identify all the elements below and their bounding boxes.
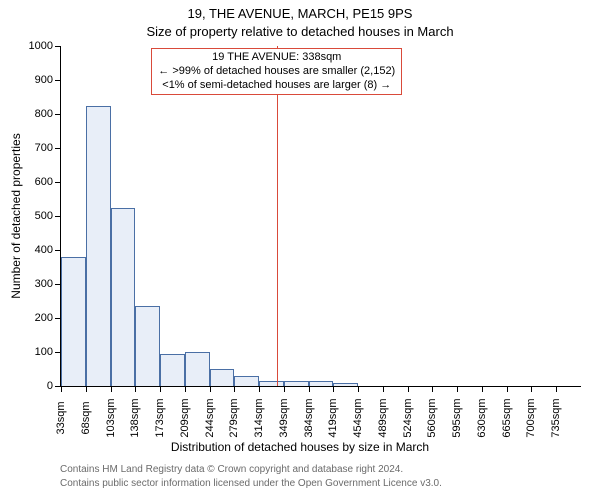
x-tick <box>358 386 359 392</box>
x-tick-label: 244sqm <box>204 398 216 437</box>
x-tick <box>333 386 334 392</box>
x-tick-label: 314sqm <box>253 398 265 437</box>
x-tick-label: 384sqm <box>303 398 315 437</box>
x-tick-label: 419sqm <box>327 398 339 437</box>
y-tick-label: 700 <box>35 142 53 154</box>
y-tick-label: 600 <box>35 176 53 188</box>
x-tick-label: 173sqm <box>154 398 166 437</box>
x-tick-label: 279sqm <box>228 398 240 437</box>
chart-container: { "title_line1": "19, THE AVENUE, MARCH,… <box>0 0 600 500</box>
footer-line-2: Contains public sector information licen… <box>60 478 442 489</box>
histogram-bar <box>259 381 284 386</box>
y-tick <box>55 148 61 149</box>
y-tick <box>55 250 61 251</box>
histogram-bar <box>185 352 210 386</box>
x-tick <box>482 386 483 392</box>
y-tick <box>55 182 61 183</box>
y-tick-label: 0 <box>47 380 53 392</box>
x-tick-label: 33sqm <box>55 401 67 434</box>
y-tick-label: 500 <box>35 210 53 222</box>
histogram-bar <box>61 257 86 386</box>
x-tick <box>234 386 235 392</box>
y-axis-label: Number of detached properties <box>9 133 23 298</box>
annotation-line: 19 THE AVENUE: 338sqm <box>158 51 395 65</box>
histogram-bar <box>86 106 111 387</box>
y-tick-label: 400 <box>35 244 53 256</box>
x-tick-label: 103sqm <box>105 398 117 437</box>
annotation-line: ← >99% of detached houses are smaller (2… <box>158 65 395 79</box>
y-tick-label: 300 <box>35 278 53 290</box>
histogram-bar <box>234 376 259 386</box>
histogram-bar <box>135 306 160 386</box>
title-line-1: 19, THE AVENUE, MARCH, PE15 9PS <box>0 6 600 21</box>
y-tick <box>55 80 61 81</box>
x-tick-label: 630sqm <box>476 398 488 437</box>
y-tick <box>55 114 61 115</box>
x-tick <box>457 386 458 392</box>
histogram-bar <box>284 381 309 386</box>
histogram-bar <box>333 383 358 386</box>
x-tick-label: 489sqm <box>377 398 389 437</box>
x-tick <box>61 386 62 392</box>
x-tick <box>111 386 112 392</box>
y-tick-label: 100 <box>35 346 53 358</box>
title-line-2: Size of property relative to detached ho… <box>0 24 600 39</box>
x-tick <box>309 386 310 392</box>
histogram-bar <box>160 354 185 386</box>
x-tick <box>531 386 532 392</box>
x-tick-label: 349sqm <box>278 398 290 437</box>
x-tick-label: 595sqm <box>451 398 463 437</box>
x-tick-label: 524sqm <box>402 398 414 437</box>
y-tick-label: 800 <box>35 108 53 120</box>
x-tick <box>507 386 508 392</box>
annotation-line: <1% of semi-detached houses are larger (… <box>158 79 395 93</box>
y-tick-label: 1000 <box>29 40 53 52</box>
x-tick-label: 209sqm <box>179 398 191 437</box>
x-tick <box>210 386 211 392</box>
x-tick-label: 560sqm <box>426 398 438 437</box>
x-tick <box>408 386 409 392</box>
histogram-bar <box>309 381 334 386</box>
x-tick-label: 454sqm <box>352 398 364 437</box>
y-tick <box>55 46 61 47</box>
y-tick-label: 200 <box>35 312 53 324</box>
footer-line-1: Contains HM Land Registry data © Crown c… <box>60 464 403 475</box>
property-marker-line <box>277 46 278 386</box>
y-tick-label: 900 <box>35 74 53 86</box>
annotation-box: 19 THE AVENUE: 338sqm← >99% of detached … <box>151 48 402 95</box>
x-tick <box>383 386 384 392</box>
x-tick <box>432 386 433 392</box>
x-tick <box>135 386 136 392</box>
x-tick <box>160 386 161 392</box>
histogram-bar <box>210 369 235 386</box>
x-tick <box>185 386 186 392</box>
plot-area: 0100200300400500600700800900100033sqm68s… <box>60 46 581 387</box>
x-tick <box>86 386 87 392</box>
x-tick-label: 665sqm <box>501 398 513 437</box>
x-axis-label: Distribution of detached houses by size … <box>0 440 600 454</box>
histogram-bar <box>111 208 136 387</box>
x-tick <box>284 386 285 392</box>
x-tick-label: 68sqm <box>80 401 92 434</box>
x-tick-label: 700sqm <box>525 398 537 437</box>
x-tick <box>259 386 260 392</box>
x-tick-label: 735sqm <box>550 398 562 437</box>
x-tick-label: 138sqm <box>129 398 141 437</box>
y-tick <box>55 216 61 217</box>
x-tick <box>556 386 557 392</box>
